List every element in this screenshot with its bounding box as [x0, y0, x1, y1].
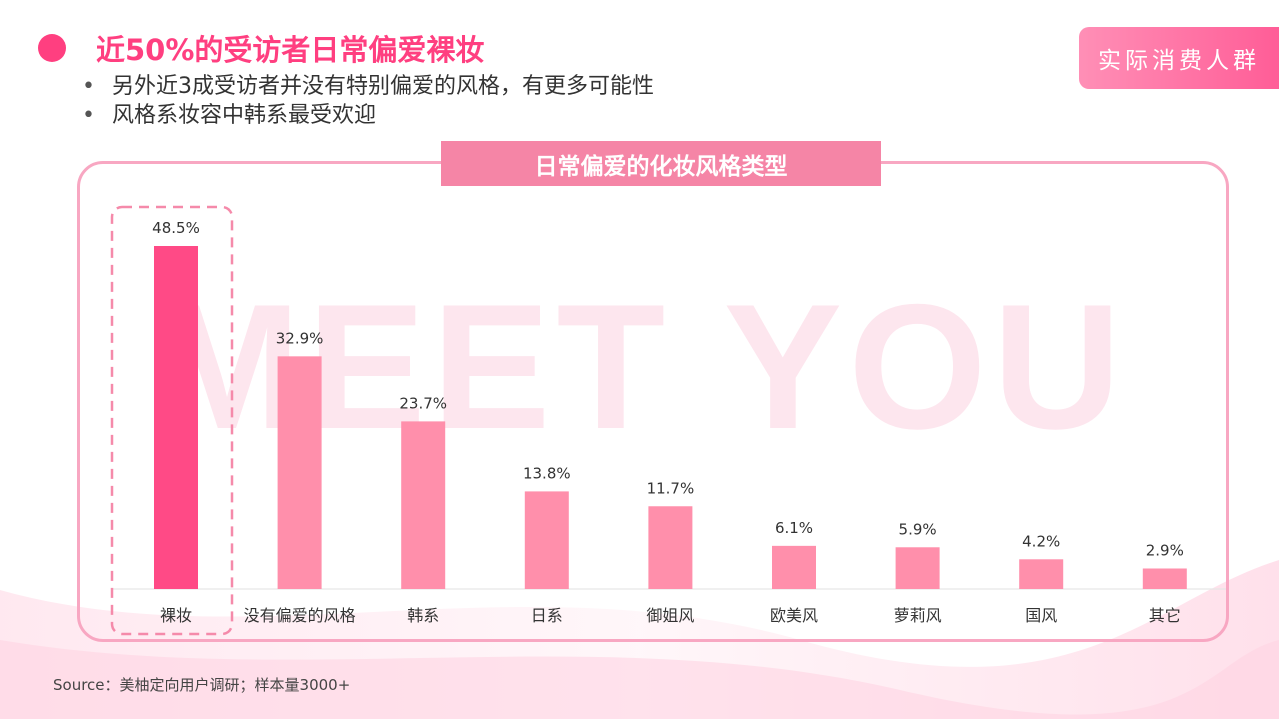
category-label: 萝莉风 [894, 606, 942, 625]
bar-value-label: 11.7% [647, 479, 695, 497]
bar-8 [1142, 568, 1187, 589]
bar-value-label: 2.9% [1146, 541, 1184, 559]
bar-value-label: 5.9% [899, 520, 937, 538]
category-label: 其它 [1149, 606, 1181, 625]
page-title: 近50%的受访者日常偏爱裸妆 [96, 33, 485, 67]
category-label: 韩系 [407, 606, 439, 625]
category-label: 欧美风 [770, 606, 818, 625]
highlight-dashed-box [110, 205, 234, 636]
bar-value-label: 23.7% [399, 394, 447, 412]
audience-tag: 实际消费人群 [1079, 27, 1279, 89]
bar-2 [401, 421, 446, 589]
bar-value-label: 4.2% [1022, 532, 1060, 550]
bar-6 [895, 547, 940, 589]
bar-value-label: 32.9% [276, 329, 324, 347]
bar-value-label: 48.5% [152, 219, 200, 237]
bar-1 [277, 356, 322, 589]
bar-0 [154, 246, 198, 589]
category-label: 日系 [531, 606, 563, 625]
bullet-list: 另外近3成受访者并没有特别偏爱的风格，有更多可能性 风格系妆容中韩系最受欢迎 [82, 72, 654, 130]
bar-value-label: 6.1% [775, 519, 813, 537]
bar-4 [648, 506, 693, 589]
category-label: 御姐风 [646, 606, 694, 625]
title-bullet-dot [38, 34, 66, 62]
chart-title: 日常偏爱的化妆风格类型 [441, 141, 881, 186]
category-label: 没有偏爱的风格 [244, 606, 356, 625]
bar-5 [772, 545, 816, 589]
category-label: 国风 [1025, 606, 1057, 625]
source-note: Source：美柚定向用户调研；样本量3000+ [53, 676, 351, 694]
category-label: 裸妆 [160, 606, 192, 625]
bar-7 [1019, 559, 1064, 589]
bar-value-label: 13.8% [523, 464, 571, 482]
bullet-item: 风格系妆容中韩系最受欢迎 [82, 101, 654, 130]
bullet-item: 另外近3成受访者并没有特别偏爱的风格，有更多可能性 [82, 72, 654, 101]
bar-3 [524, 491, 569, 589]
